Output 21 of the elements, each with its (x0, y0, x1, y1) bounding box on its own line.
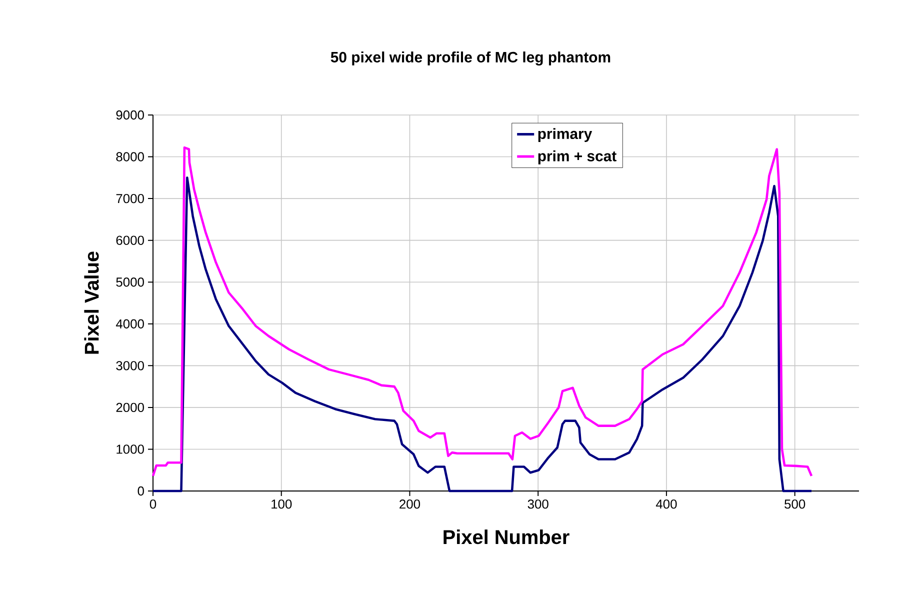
y-axis-title: Pixel Value (84, 252, 99, 354)
y-tick-label: 0 (138, 486, 144, 496)
legend-label: prim + scat (538, 150, 616, 164)
x-axis-title: Pixel Number (444, 530, 570, 544)
y-tick-label: 5000 (116, 278, 144, 287)
y-tick-label: 6000 (116, 236, 144, 245)
chart-title: 50 pixel wide profile of MC leg phantom (330, 52, 610, 66)
y-tick-label: 9000 (116, 110, 144, 120)
x-tick-label: 300 (528, 500, 548, 509)
x-tick-label: 0 (150, 500, 156, 509)
y-tick-label: 7000 (116, 194, 144, 204)
x-tick-label: 100 (272, 500, 292, 509)
legend-label: primary (538, 128, 592, 142)
y-tick-label: 8000 (116, 152, 144, 162)
x-tick-label: 400 (656, 500, 677, 509)
y-tick-label: 1000 (116, 444, 144, 454)
x-tick-label: 200 (400, 500, 420, 509)
x-tick-label: 500 (784, 500, 806, 509)
y-tick-label: 2000 (116, 402, 144, 412)
y-tick-label: 3000 (116, 361, 144, 370)
y-tick-label: 4000 (116, 319, 144, 328)
